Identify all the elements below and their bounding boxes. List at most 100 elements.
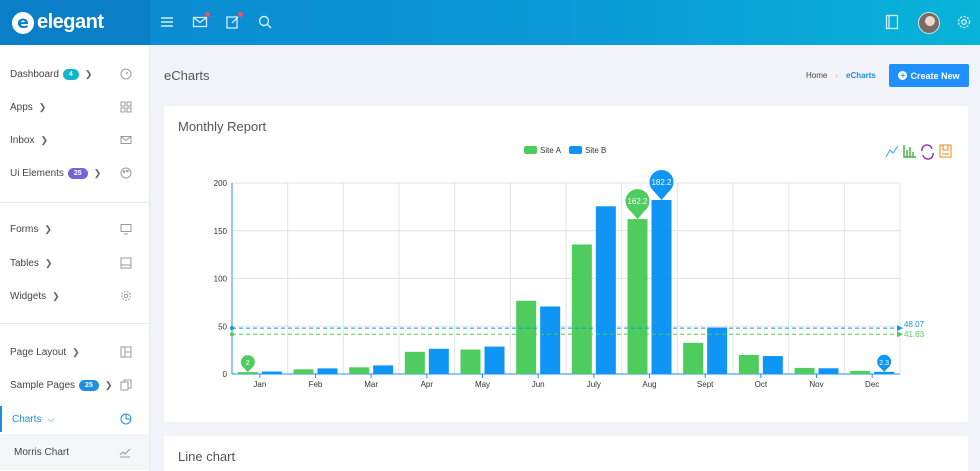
average-line-start bbox=[230, 332, 234, 337]
line-chart-icon bbox=[885, 145, 899, 158]
restore-icon bbox=[921, 144, 934, 160]
bar bbox=[373, 365, 394, 374]
x-tick-label: Jun bbox=[532, 380, 545, 389]
sidebar-item-label: Dashboard bbox=[10, 68, 59, 80]
chevron-right-icon: ❯ bbox=[52, 290, 60, 301]
sidebar-item-charts[interactable]: Charts ⌵ bbox=[0, 408, 150, 430]
active-indicator bbox=[0, 406, 2, 432]
search-icon[interactable] bbox=[256, 13, 274, 31]
bar bbox=[683, 342, 704, 374]
bar bbox=[317, 368, 338, 374]
fullscreen-icon[interactable] bbox=[883, 13, 901, 31]
bar-chart: 0 50 100 150 200 Jan Feb Mar Apr May Jun July Aug Sep… bbox=[214, 144, 952, 389]
bar bbox=[261, 371, 282, 374]
sidebar-item-apps[interactable]: Apps ❯ bbox=[0, 96, 150, 118]
sidebar-item-label: Tables bbox=[10, 257, 39, 269]
bar bbox=[484, 346, 505, 374]
sidebar-item-label: Inbox bbox=[10, 134, 35, 146]
legend-swatch bbox=[569, 146, 582, 154]
menu-icon[interactable] bbox=[158, 13, 176, 31]
bar bbox=[738, 354, 759, 374]
sidebar-item-sample-pages[interactable]: Sample Pages 25 ❯ bbox=[0, 374, 150, 396]
x-tick-label: Aug bbox=[642, 380, 656, 389]
sidebar-subitem-morris-chart[interactable]: Morris Chart bbox=[0, 434, 149, 470]
save-image-icon bbox=[939, 144, 952, 158]
card-title: Line chart bbox=[178, 449, 236, 464]
sample-pages-badge: 25 bbox=[79, 379, 99, 391]
x-tick-label: Dec bbox=[865, 380, 879, 389]
chevron-right-icon: ❯ bbox=[38, 101, 47, 112]
sidebar-divider bbox=[0, 323, 150, 324]
sidebar-item-tables[interactable]: Tables ❯ bbox=[0, 252, 150, 274]
bar bbox=[707, 327, 728, 374]
sidebar-item-label: Forms bbox=[10, 223, 39, 235]
chevron-right-icon: ❯ bbox=[44, 223, 52, 234]
breadcrumb-separator-icon: › bbox=[835, 71, 839, 80]
sidebar-item-ui-elements[interactable]: Ui Elements 25 ❯ bbox=[0, 162, 150, 184]
x-tick-label: Apr bbox=[421, 380, 434, 389]
table-icon bbox=[120, 257, 132, 269]
bar bbox=[237, 372, 258, 374]
line-chart-card: Line chart bbox=[164, 436, 968, 471]
chevron-right-icon: ❯ bbox=[84, 68, 93, 79]
bar bbox=[850, 370, 871, 374]
sidebar-divider bbox=[0, 202, 150, 203]
marker-label: 2.3 bbox=[879, 360, 889, 367]
marker-pin bbox=[649, 169, 674, 194]
compose-icon[interactable] bbox=[224, 12, 243, 31]
bar bbox=[818, 368, 839, 374]
marker-pin bbox=[877, 354, 892, 369]
x-tick-label: Nov bbox=[809, 380, 823, 389]
legend-label: Site A bbox=[540, 146, 562, 155]
legend-swatch bbox=[524, 146, 537, 154]
sidebar-item-label: Widgets bbox=[10, 290, 47, 302]
speedometer-icon bbox=[120, 68, 132, 80]
breadcrumb-current: eCharts bbox=[846, 71, 876, 80]
create-new-button[interactable]: + Create New bbox=[889, 64, 969, 87]
chevron-right-icon: ❯ bbox=[93, 167, 102, 178]
average-line-label: 48.07 bbox=[904, 320, 925, 329]
sidebar-item-inbox[interactable]: Inbox ❯ bbox=[0, 129, 150, 151]
card-title: Monthly Report bbox=[178, 119, 267, 134]
bar bbox=[293, 369, 314, 374]
y-tick-label: 200 bbox=[214, 179, 228, 188]
sidebar-item-forms[interactable]: Forms ❯ bbox=[0, 218, 150, 240]
marker-label: 2 bbox=[246, 360, 250, 367]
chevron-down-icon: ⌵ bbox=[47, 413, 55, 424]
sidebar-item-widgets[interactable]: Widgets ❯ bbox=[0, 285, 150, 307]
x-tick-label: Oct bbox=[755, 380, 768, 389]
mail-icon[interactable] bbox=[191, 12, 210, 31]
sidebar-item-label: Page Layout bbox=[10, 346, 67, 358]
bar bbox=[794, 367, 815, 374]
y-tick-label: 50 bbox=[218, 322, 227, 331]
brand-logo[interactable]: e elegant bbox=[0, 0, 150, 45]
breadcrumb: Home › eCharts bbox=[806, 71, 876, 80]
sidebar-item-page-layout[interactable]: Page Layout ❯ bbox=[0, 341, 150, 363]
chevron-right-icon: ❯ bbox=[40, 134, 49, 145]
sidebar-item-label: Sample Pages bbox=[10, 379, 76, 391]
ui-elements-badge: 25 bbox=[67, 167, 88, 179]
trend-icon bbox=[119, 446, 131, 458]
grid-icon bbox=[120, 101, 132, 113]
marker-label: 162.2 bbox=[627, 197, 648, 206]
sidebar-item-dashboard[interactable]: Dashboard 4 ❯ bbox=[0, 63, 150, 85]
bar bbox=[762, 356, 783, 374]
gear-icon[interactable] bbox=[955, 13, 973, 31]
bar bbox=[627, 219, 648, 374]
bar-chart-icon bbox=[903, 145, 916, 158]
user-avatar[interactable] bbox=[918, 12, 940, 34]
pie-chart-icon bbox=[120, 413, 132, 425]
marker-label: 182.2 bbox=[651, 178, 672, 187]
bar bbox=[571, 244, 592, 374]
x-tick-label: Sept bbox=[697, 380, 714, 389]
create-new-label: Create New bbox=[910, 70, 960, 81]
breadcrumb-home[interactable]: Home bbox=[806, 71, 828, 80]
bar bbox=[349, 367, 370, 374]
bar bbox=[540, 306, 561, 374]
average-line-arrow bbox=[897, 331, 903, 338]
chevron-right-icon: ❯ bbox=[72, 346, 80, 357]
sidebar: Dashboard 4 ❯ Apps ❯ Inbox ❯ Ui Elements… bbox=[0, 45, 150, 471]
average-line-arrow bbox=[897, 325, 903, 332]
x-tick-label: Feb bbox=[309, 380, 323, 389]
bar bbox=[460, 349, 481, 374]
